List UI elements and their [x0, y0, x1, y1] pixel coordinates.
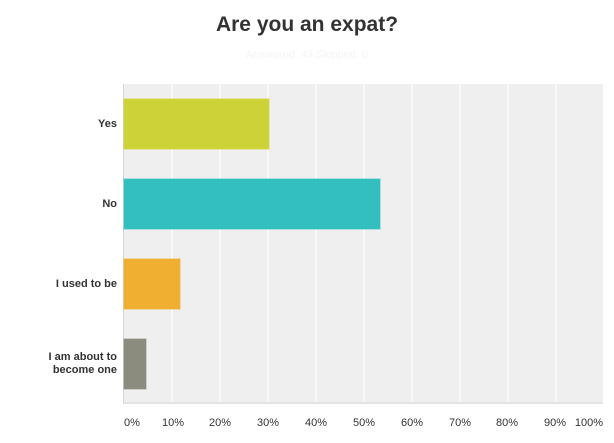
bar-no[interactable]	[124, 179, 381, 229]
category-label-used-to-be: I used to be	[55, 278, 117, 290]
x-tick: 60%	[400, 417, 424, 429]
x-tick: 90%	[543, 417, 567, 429]
category-label-yes: Yes	[98, 118, 117, 130]
x-tick: 50%	[352, 417, 376, 429]
category-label-line1: I am about to	[48, 351, 117, 363]
bar-about-to-become[interactable]	[124, 339, 147, 389]
gridline	[363, 84, 365, 402]
x-tick: 100%	[574, 417, 604, 429]
bar-yes[interactable]	[124, 99, 269, 149]
gridline	[555, 84, 557, 402]
category-label-no: No	[102, 198, 117, 210]
gridline	[459, 84, 461, 402]
category-label-about-to-become: I am about to become one	[7, 351, 117, 377]
gridline	[411, 84, 413, 402]
x-tick: 40%	[304, 417, 328, 429]
x-tick: 80%	[495, 417, 519, 429]
gridline	[267, 84, 269, 402]
chart-title: Are you an expat?	[215, 13, 399, 36]
x-tick: 10%	[161, 417, 185, 429]
response-count: Answered: 43 Skipped: 0	[245, 49, 369, 61]
x-tick: 30%	[256, 417, 280, 429]
plot-area	[123, 84, 603, 404]
x-tick: 70%	[448, 417, 472, 429]
x-tick: 0%	[124, 417, 140, 429]
gridline	[507, 84, 509, 402]
gridline	[315, 84, 317, 402]
category-label-line2: become one	[52, 364, 117, 376]
gridline	[219, 84, 221, 402]
bar-used-to-be[interactable]	[124, 259, 180, 309]
x-tick: 20%	[208, 417, 232, 429]
gridline	[171, 84, 173, 402]
